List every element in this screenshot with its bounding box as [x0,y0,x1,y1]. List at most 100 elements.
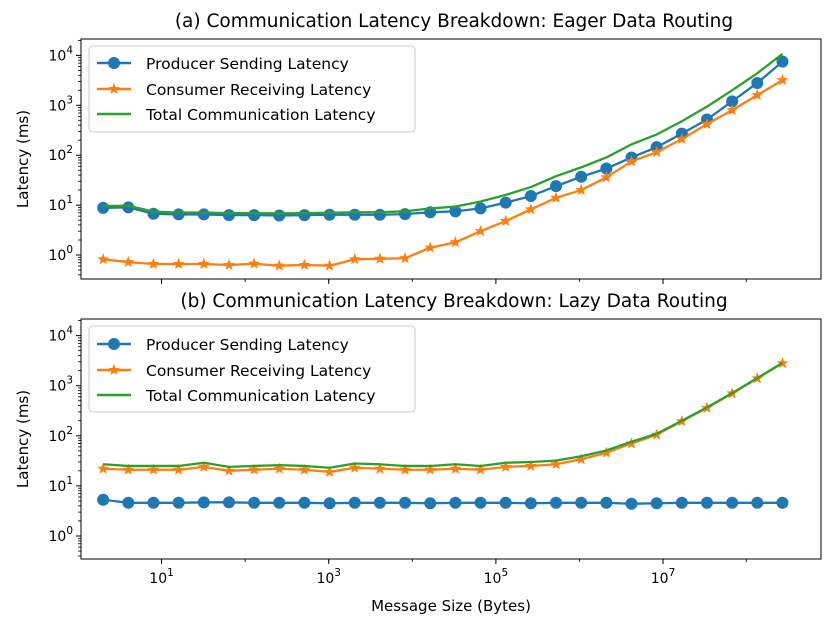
data-point-consumer [449,236,462,248]
data-point-producer [499,496,512,509]
data-point-consumer [374,252,386,264]
data-point-producer [373,496,386,509]
series-line-total [103,361,784,469]
data-point-consumer [600,446,613,458]
data-point-producer [197,496,210,509]
data-point-producer [776,496,789,509]
data-point-producer [550,496,563,509]
legend-label-consumer: Consumer Receiving Latency [146,81,371,99]
series-line-total [103,53,784,215]
data-point-producer [248,496,261,509]
data-point-consumer [298,258,311,271]
data-point-producer [474,202,487,215]
data-point-consumer [122,255,135,268]
data-point-consumer [650,145,663,158]
panel-lazy: (b) Communication Latency Breakdown: Laz… [14,291,822,587]
data-point-consumer [701,117,713,130]
data-point-producer [323,497,336,510]
data-point-producer [575,170,588,183]
y-tick-label: 103 [48,375,73,395]
data-point-consumer [399,463,411,475]
panel-eager-legend: Producer Sending Latency Consumer Receiv… [88,45,416,133]
data-point-consumer [147,463,160,475]
y-tick-label: 101 [48,194,73,214]
data-point-consumer [172,257,185,270]
data-point-consumer [248,257,260,269]
data-point-producer [726,496,739,509]
data-point-producer [348,208,361,221]
data-point-producer [700,496,713,509]
star-icon [108,82,120,95]
data-point-producer [550,180,563,193]
data-point-producer [348,496,361,509]
data-point-producer [474,496,487,509]
legend-marker-circle [108,338,120,350]
legend-entry-total: Total Communication Latency [97,106,376,124]
panel-eager: (a) Communication Latency Breakdown: Eag… [14,11,822,284]
data-point-producer [524,497,537,510]
data-point-consumer [726,103,739,116]
legend-label-total: Total Communication Latency [145,387,376,405]
y-tick-label: 102 [48,425,73,445]
data-point-consumer [323,465,336,477]
data-point-consumer [348,461,361,473]
legend-entry-consumer: Consumer Receiving Latency [97,362,371,380]
data-point-producer [449,496,462,509]
data-point-producer [776,55,789,68]
data-point-consumer [399,252,411,264]
legend-entry-total: Total Communication Latency [97,387,376,405]
legend-label-producer: Producer Sending Latency [146,55,349,73]
data-point-consumer [474,463,487,475]
series-line-producer [103,60,784,217]
data-point-consumer [424,241,437,253]
data-point-consumer [223,464,235,476]
data-point-consumer [575,453,588,465]
panel-eager-title: (a) Communication Latency Breakdown: Eag… [175,11,733,32]
data-point-consumer [474,224,487,237]
data-point-producer [122,496,135,509]
data-point-consumer [424,463,437,475]
data-point-producer [222,496,235,509]
legend-label-consumer: Consumer Receiving Latency [146,362,371,380]
data-point-consumer [223,258,235,271]
data-point-consumer [298,463,311,475]
data-point-producer [222,209,235,222]
series-line-producer [103,498,783,505]
data-point-producer [172,208,185,221]
data-point-producer [298,209,311,222]
panel-lazy-ylabel: Latency (ms) [14,390,32,488]
legend-marker-star [108,363,120,376]
data-point-producer [499,196,512,209]
data-point-consumer [122,463,135,475]
data-point-producer [273,209,286,222]
data-point-producer [424,497,437,510]
data-point-consumer [172,463,185,475]
data-point-producer [650,497,663,510]
data-point-consumer [97,462,110,474]
legend-marker-circle [108,57,120,69]
data-point-producer [248,209,261,222]
y-tick-label: 103 [48,94,73,114]
y-tick-label: 104 [48,44,73,64]
x-axis-label: Message Size (Bytes) [371,597,531,615]
data-point-producer [298,496,311,509]
y-tick-label: 100 [48,244,73,264]
data-point-consumer [625,155,638,167]
data-point-consumer [776,73,789,86]
data-point-consumer [524,203,537,215]
data-point-consumer [499,460,512,472]
data-point-consumer [273,462,286,474]
legend-label-total: Total Communication Latency [145,106,376,124]
data-point-consumer [97,253,110,265]
data-point-producer [373,208,386,221]
panel-lazy-frame [80,318,822,560]
data-point-consumer [575,183,588,196]
data-point-consumer [550,191,562,203]
data-point-producer [449,205,462,218]
data-point-producer [600,496,613,509]
x-tick-label: 103 [316,567,341,587]
legend-box [88,325,416,413]
panel-eager-ylabel: Latency (ms) [14,110,32,208]
data-point-producer [323,208,336,221]
